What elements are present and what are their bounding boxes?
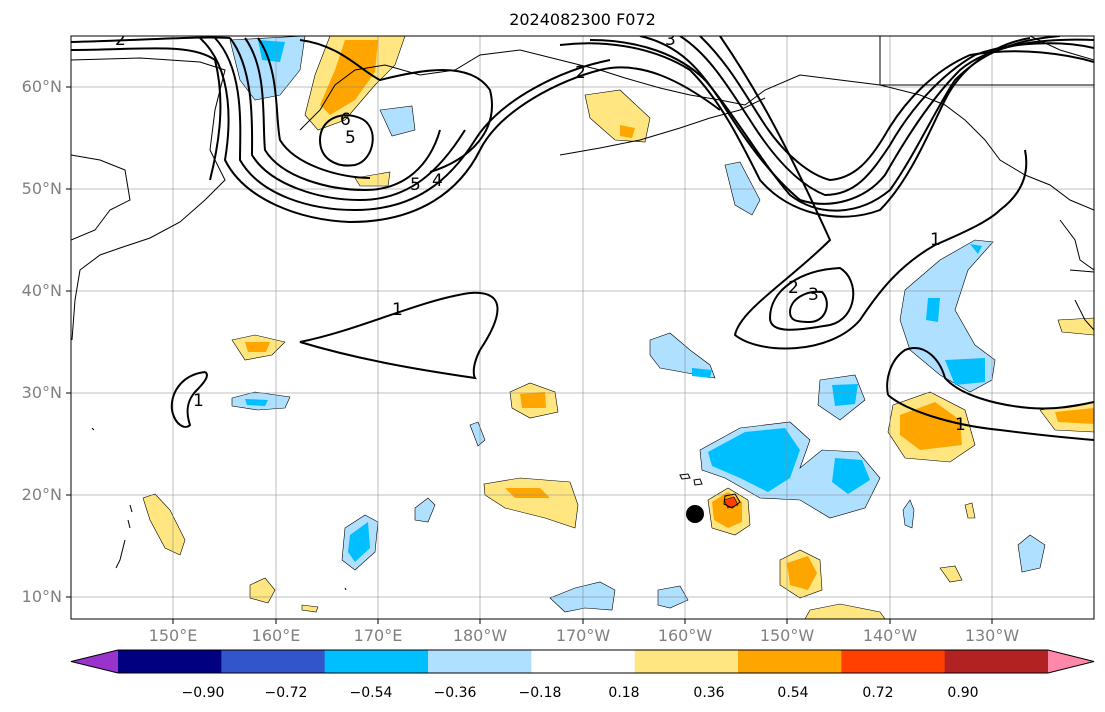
lat-label: 40°N [21,281,62,300]
colorbar-extend-low [71,650,118,673]
colorbar-tick-label: 0.36 [693,685,725,701]
colorbar-tick-label: 0.72 [862,685,894,701]
lat-label: 20°N [21,485,62,504]
contour-label: 1 [955,415,966,435]
lat-label: 60°N [21,77,62,96]
contour-label: 2 [575,63,586,83]
axis-ticks [66,86,993,624]
contour-label: 6 [340,110,351,130]
lat-label: 10°N [21,587,62,606]
contour-label: 4 [432,171,443,191]
contour-label: 1 [193,391,204,411]
contour-label: 3 [808,285,819,305]
colorbar-segment [738,650,842,673]
colorbar-tick-label: −0.72 [264,685,308,701]
contour-label: 5 [345,128,356,148]
lat-label: 30°N [21,383,62,402]
lat-label: 50°N [21,179,62,198]
colorbar-outline [70,649,1095,674]
colorbar-tick-label: −0.36 [433,685,477,701]
map-title: 2024082300 F072 [509,10,656,29]
colorbar-segment [944,650,1049,673]
colorbar-segment [531,650,636,673]
lon-label: 140°W [862,626,918,645]
colorbar-tick-label: −0.90 [181,685,225,701]
contour-label-group: 2 6 5 5 4 2 3 1 2 3 1 1 1 [115,30,966,435]
lon-label: 170°W [555,626,611,645]
lon-label: 170°E [353,626,403,645]
colorbar-segment [324,650,429,673]
colorbar-segment [841,650,946,673]
lon-label: 150°W [759,626,815,645]
colorbar-segment [118,650,222,673]
lon-label: 160°W [657,626,713,645]
colorbar-segment [428,650,532,673]
colorbar [70,649,1095,674]
colorbar-tick-label: 0.18 [608,685,640,701]
anomaly-shading [142,36,1094,619]
contour-label: 2 [115,30,126,50]
contour-lines [71,36,1094,441]
contour-label: 5 [410,175,421,195]
colorbar-segment [634,650,739,673]
lon-label: 130°W [964,626,1020,645]
colorbar-segment [221,650,326,673]
contour-label: 1 [930,230,941,250]
colorbar-tick-label: 0.90 [947,685,979,701]
lon-label: 160°E [251,626,301,645]
colorbar-tick-label: −0.18 [518,685,562,701]
colorbar-tick-label: 0.54 [777,685,809,701]
contour-label: 2 [788,278,799,298]
storm-center-dot [686,505,704,523]
colorbar-tick-label: −0.54 [349,685,393,701]
lon-label: 150°E [148,626,198,645]
lon-label: 180°W [452,626,508,645]
contour-label: 1 [392,300,403,320]
colorbar-extend-high [1048,650,1094,673]
contour-label: 3 [665,30,676,50]
